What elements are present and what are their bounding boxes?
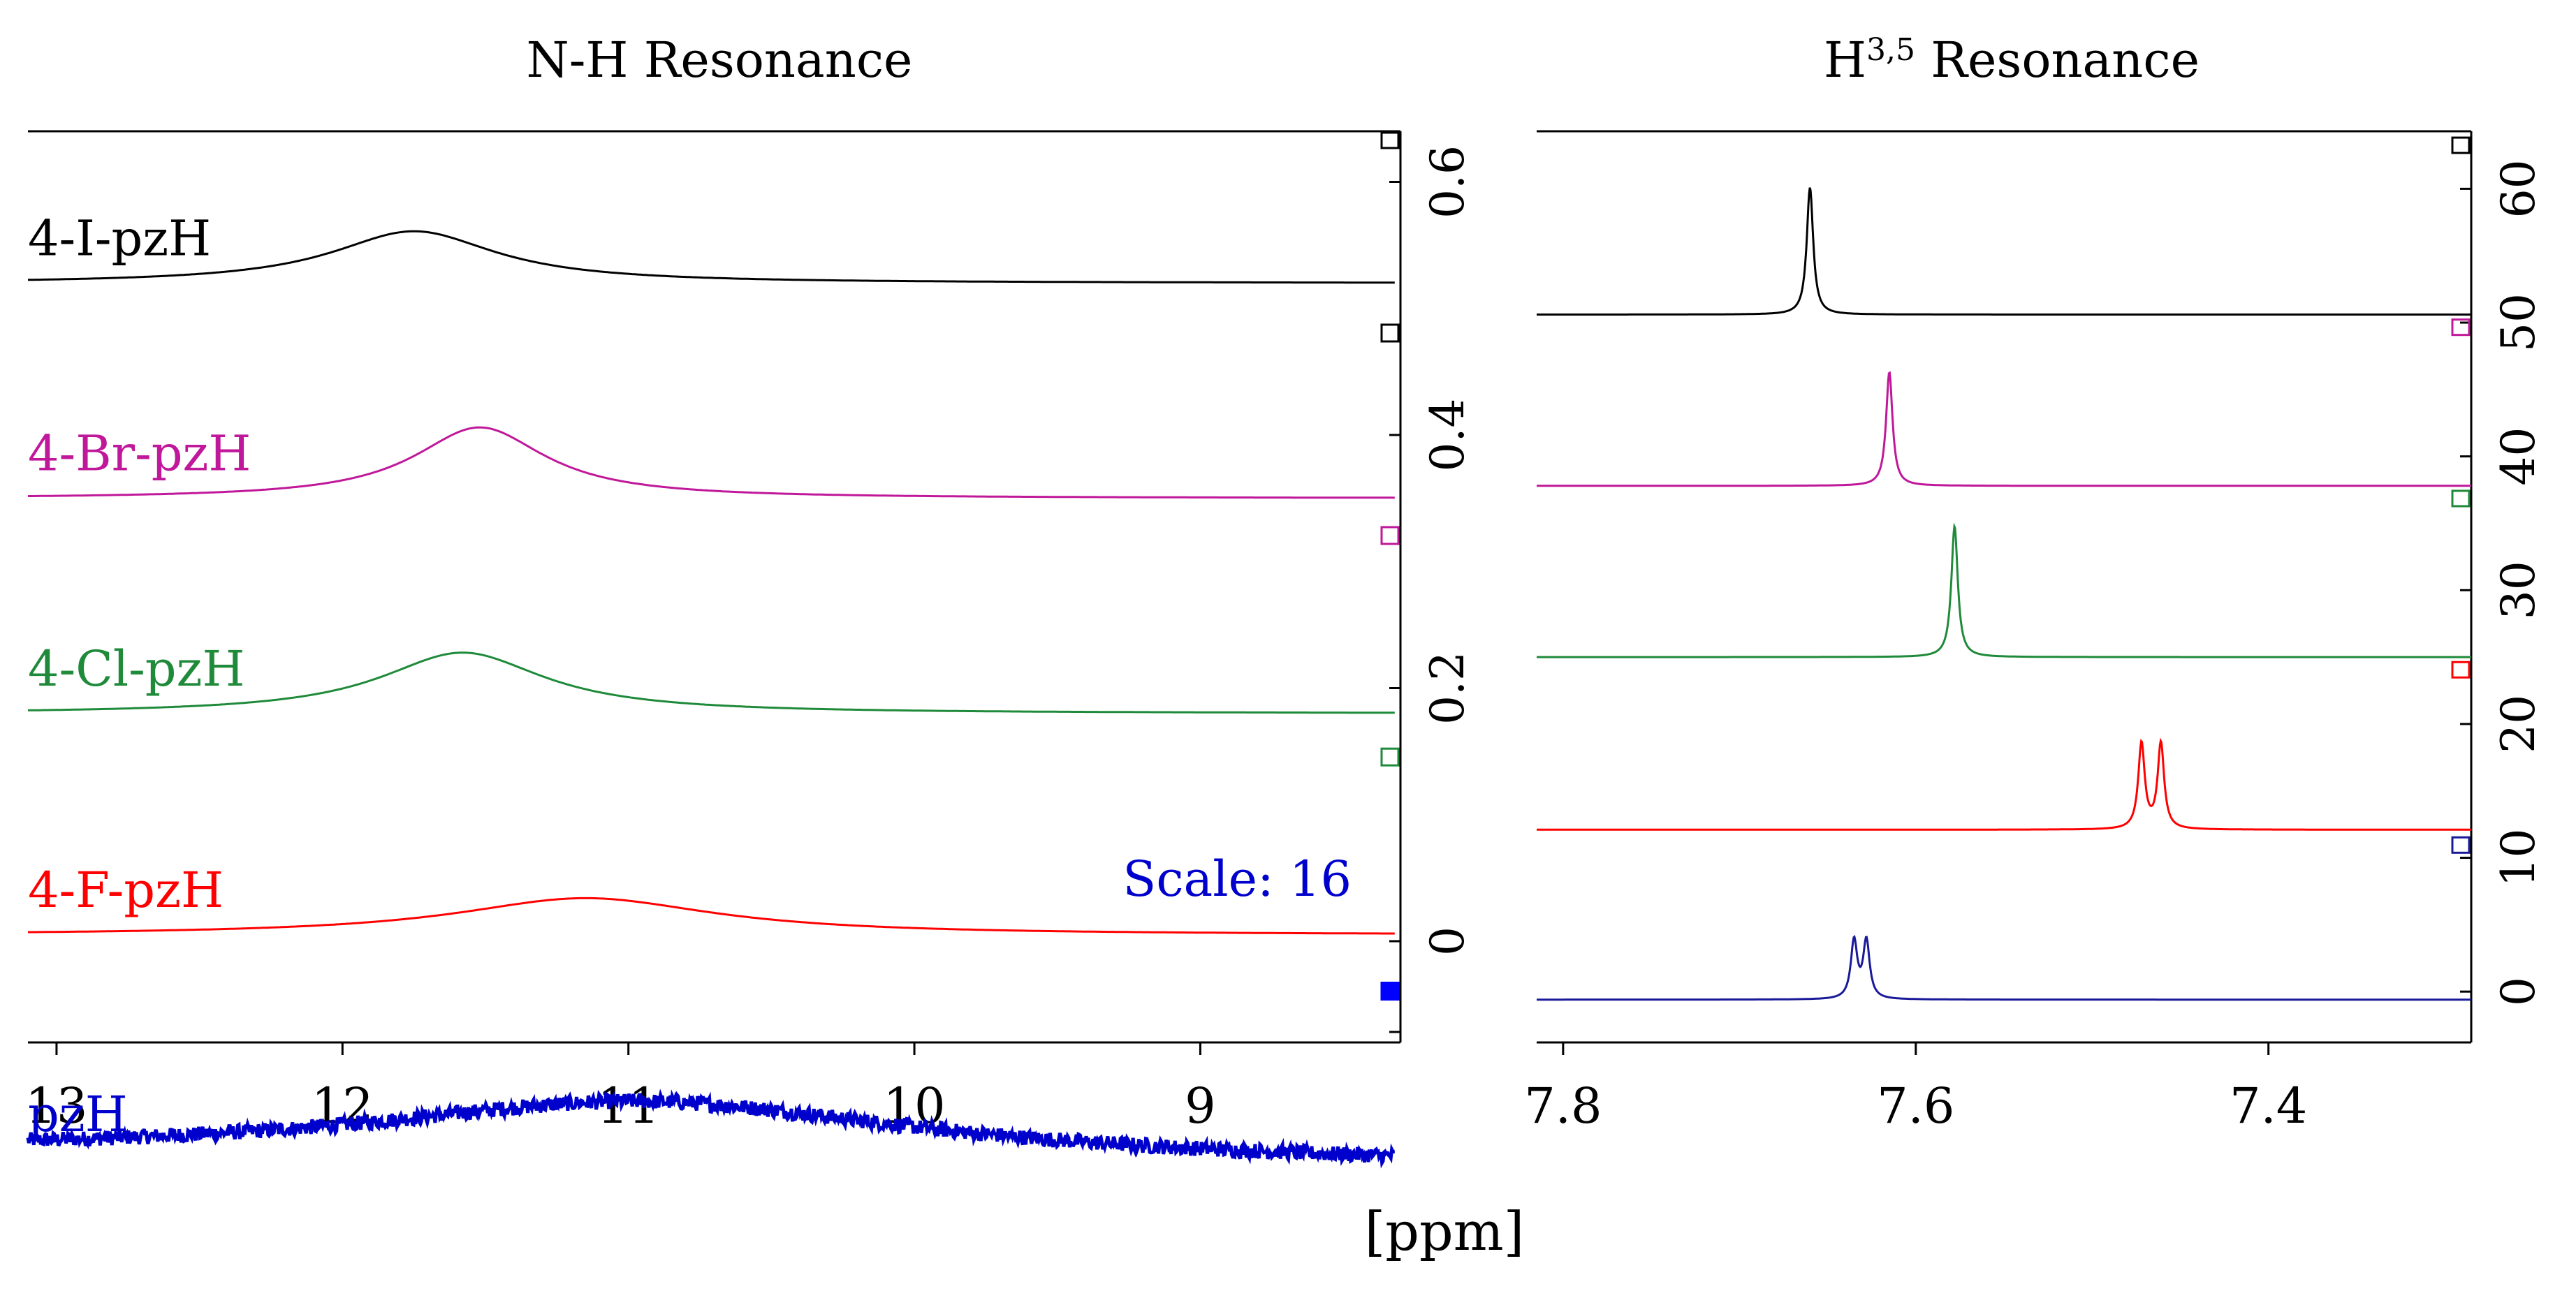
nh-offset-marker-4-F-pzH — [1380, 982, 1400, 1001]
panel-h35-y-ticks: 0 10 20 30 40 50 60 — [2460, 159, 2545, 1006]
nh-y-tick-label: 0.6 — [1421, 145, 1474, 219]
nh-offset-marker-4-Cl-pzH — [1380, 747, 1400, 767]
panel-nh-title: N-H Resonance — [527, 31, 913, 89]
panel-nh-series-labels: 4-I-pzH 4-Br-pzH 4-Cl-pzH 4-F-pzH pzH — [28, 210, 251, 1143]
h35-offset-marker-4-I-pzH — [2451, 136, 2471, 154]
nh-series-line-4-I-pzH — [28, 230, 1395, 284]
h35-y-tick-label: 50 — [2491, 293, 2545, 352]
nh-x-tick-label: 13 — [25, 1077, 87, 1135]
h35-x-tick-label: 7.4 — [2230, 1077, 2307, 1135]
h35-offset-marker-4-Cl-pzH — [2451, 489, 2471, 508]
h35-series-line-4-Cl-pzH — [1537, 522, 2471, 658]
panel-nh-markers — [1380, 131, 1400, 1001]
h35-series-line-pzH — [1537, 934, 2471, 1001]
panel-h35-markers — [2451, 136, 2471, 854]
panel-h35-title: H3,5 Resonance — [1824, 31, 2200, 89]
h35-series-line-4-I-pzH — [1537, 187, 2471, 316]
nh-series-line-4-F-pzH — [27, 897, 1395, 935]
h35-y-tick-label: 60 — [2491, 159, 2545, 218]
h35-y-tick-label: 40 — [2491, 427, 2545, 486]
h35-offset-marker-4-Br-pzH — [2451, 318, 2471, 337]
nh-y-tick-label: 0.4 — [1421, 399, 1474, 472]
nh-series-label-4-Br-pzH: 4-Br-pzH — [28, 425, 251, 482]
nh-series-label-pzH: pzH — [28, 1086, 128, 1143]
nh-y-tick-label: 0.2 — [1421, 651, 1474, 725]
panel-nh-x-ticks: 13 12 11 10 9 — [25, 1042, 1216, 1135]
panel-nh-y-ticks: 0 0.2 0.4 0.6 — [1389, 145, 1474, 1033]
nh-series-line-4-Br-pzH — [28, 426, 1395, 499]
h35-series-line-4-F-pzH — [1537, 737, 2471, 831]
panel-h35-title-sup: 3,5 — [1866, 32, 1915, 68]
h35-y-tick-label: 20 — [2491, 695, 2545, 753]
nh-series-label-4-I-pzH: 4-I-pzH — [28, 210, 211, 267]
h35-x-tick-label: 7.6 — [1877, 1077, 1954, 1135]
h35-x-tick-label: 7.8 — [1524, 1077, 1602, 1135]
nh-series-label-4-Cl-pzH: 4-Cl-pzH — [28, 640, 245, 698]
nh-offset-marker-top — [1380, 131, 1400, 149]
nh-series-label-4-F-pzH: 4-F-pzH — [28, 862, 224, 919]
h35-offset-marker-4-F-pzH — [2451, 661, 2471, 679]
panel-h35-title-rest: Resonance — [1915, 31, 2200, 89]
nh-series-line-pzH — [26, 1089, 1395, 1169]
nh-x-tick-label: 9 — [1185, 1077, 1216, 1135]
h35-y-tick-label: 0 — [2491, 977, 2545, 1006]
scale-annotation: Scale: 16 — [1122, 850, 1352, 908]
nh-offset-marker-4-Br-pzH — [1380, 526, 1400, 545]
panel-h35-x-ticks: 7.8 7.6 7.4 — [1524, 1042, 2307, 1135]
nh-series-line-4-Cl-pzH — [27, 651, 1395, 714]
panel-h35-series — [1537, 187, 2471, 1001]
nh-y-tick-label: 0 — [1421, 927, 1474, 956]
h35-y-tick-label: 30 — [2491, 561, 2545, 619]
panel-nh-series — [26, 230, 1395, 1169]
h35-y-tick-label: 10 — [2491, 829, 2545, 887]
shared-x-axis-label: [ppm] — [1365, 1200, 1525, 1262]
h35-series-line-4-Br-pzH — [1537, 371, 2471, 487]
h35-offset-marker-pzH — [2451, 836, 2471, 854]
panel-h35-title-base: H — [1824, 31, 1866, 89]
nh-offset-marker-4-I-pzH — [1380, 323, 1400, 343]
